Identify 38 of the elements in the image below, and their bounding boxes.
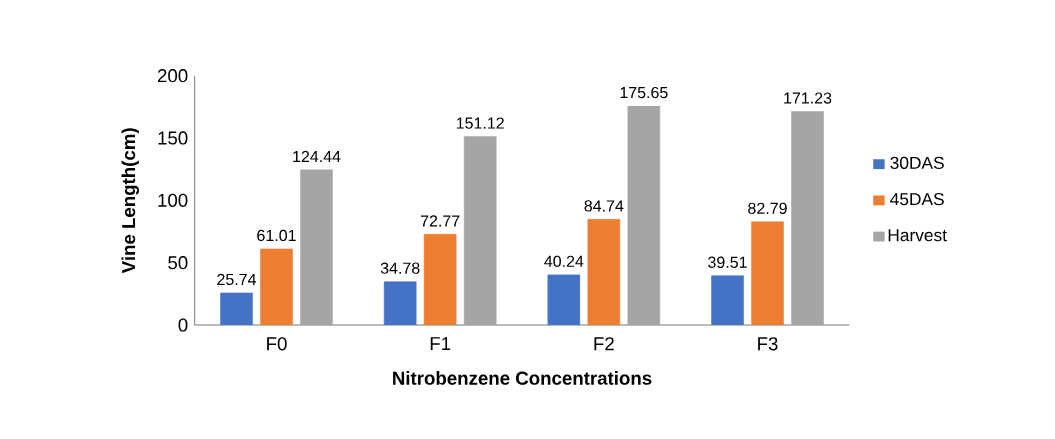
data-label: 175.65	[620, 86, 668, 99]
bar	[547, 274, 581, 325]
data-label: 171.23	[784, 92, 832, 104]
data-label: 34.78	[380, 262, 420, 274]
bar	[383, 281, 417, 325]
y-tick-label: 200	[157, 69, 188, 83]
x-tick-label: F3	[758, 337, 778, 351]
bar	[260, 248, 293, 325]
y-tick-label: 50	[168, 256, 188, 270]
y-tick-label: 0	[178, 318, 188, 332]
bar	[711, 275, 744, 325]
x-tick-label: F1	[430, 337, 451, 351]
y-tick-label: 100	[158, 193, 188, 207]
x-tick-label: F2	[594, 337, 614, 351]
bar	[587, 219, 621, 325]
x-axis-title: Nitrobenzene Concentrations	[393, 371, 652, 385]
bar	[423, 234, 457, 325]
bar	[463, 136, 497, 325]
x-tick-label: F0	[267, 337, 287, 351]
data-label: 82.79	[748, 202, 787, 214]
y-axis-title: Vine Length(cm)	[121, 128, 139, 274]
bar	[220, 292, 253, 325]
legend-label: Harvest	[888, 229, 947, 242]
data-label: 151.12	[456, 117, 504, 129]
bar	[300, 169, 333, 325]
data-label: 39.51	[708, 256, 747, 268]
legend-label: 45DAS	[890, 192, 944, 206]
y-tick-label: 150	[158, 131, 188, 145]
bar	[791, 111, 824, 325]
data-label: 40.24	[544, 255, 584, 267]
bar	[751, 221, 784, 325]
bar	[627, 105, 661, 325]
legend-label: 30DAS	[890, 156, 944, 169]
data-label: 84.74	[584, 200, 624, 212]
data-label: 72.77	[420, 215, 460, 227]
data-label: 124.44	[293, 150, 341, 163]
data-label: 61.01	[257, 229, 296, 242]
data-label: 25.74	[217, 273, 257, 286]
